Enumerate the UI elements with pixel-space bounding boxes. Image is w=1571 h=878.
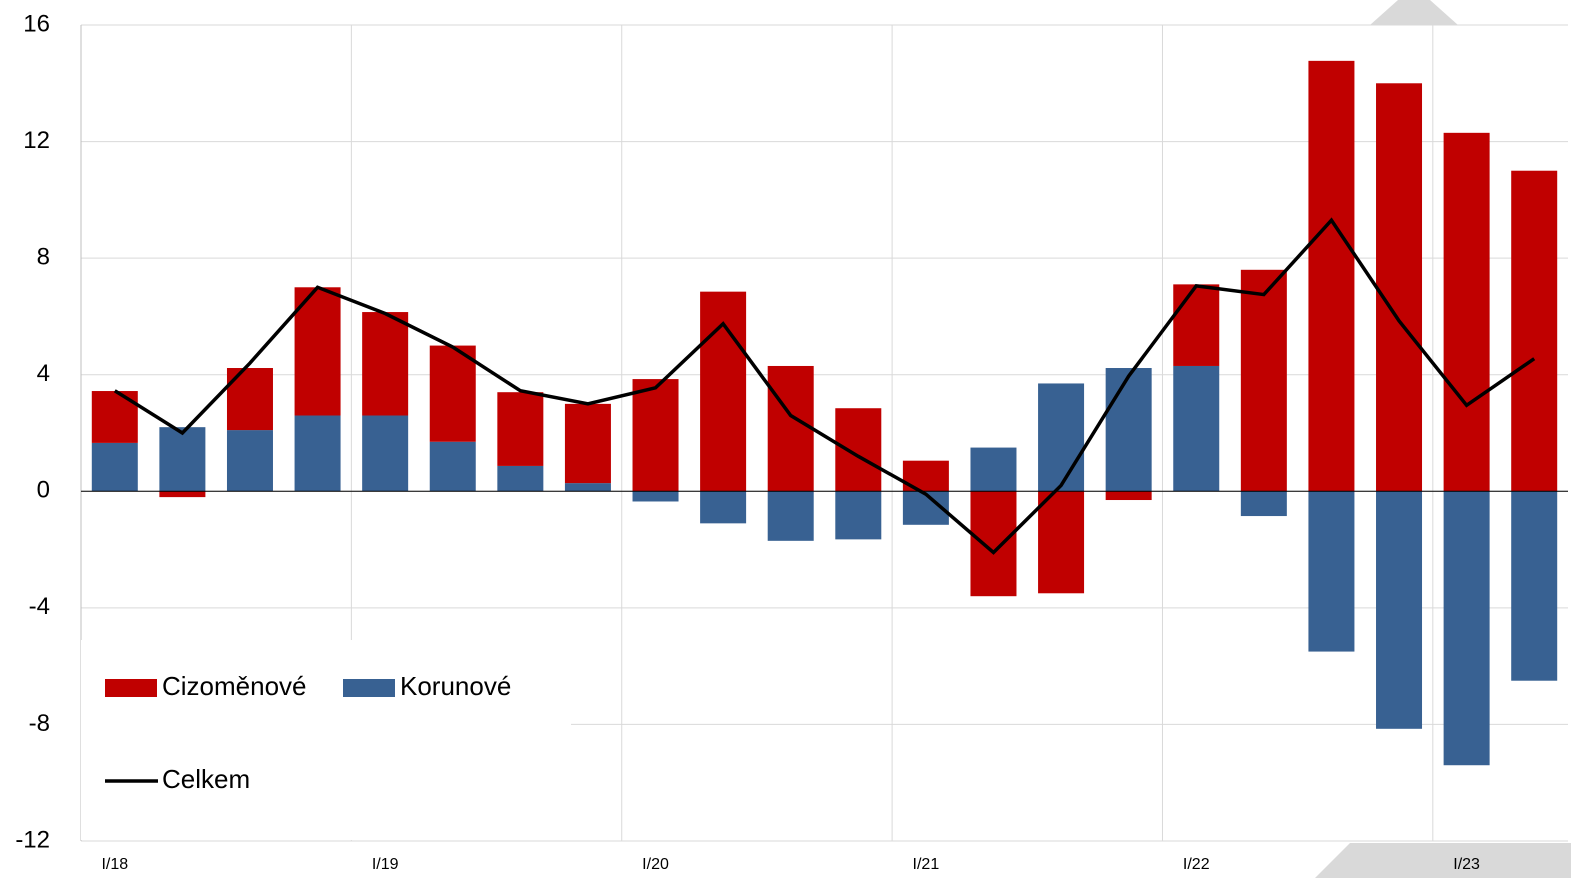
bar: [429, 441, 476, 492]
x-tick-label: I/21: [913, 856, 940, 873]
bar: [497, 392, 544, 466]
x-tick-label: I/22: [1183, 856, 1210, 873]
bar: [1376, 491, 1423, 729]
bar: [767, 365, 814, 492]
bar: [91, 442, 138, 492]
bar: [767, 491, 814, 541]
bar: [1443, 491, 1490, 766]
y-tick-label: -8: [29, 710, 50, 737]
bar: [564, 483, 611, 492]
y-tick-label: 8: [37, 243, 50, 270]
bar: [1511, 170, 1558, 492]
y-tick-label: -12: [15, 826, 50, 853]
bar: [564, 403, 611, 484]
bar: [835, 491, 882, 540]
y-tick-label: 4: [37, 360, 50, 387]
y-tick-label: -4: [29, 593, 50, 620]
bar: [1443, 132, 1490, 492]
bar: [970, 447, 1017, 492]
bar: [1240, 269, 1287, 492]
x-tick-label: I/20: [642, 856, 669, 873]
decoration: [1315, 843, 1571, 878]
bar: [970, 491, 1017, 597]
legend-label: Celkem: [162, 764, 250, 794]
bar: [700, 491, 747, 524]
bar: [294, 287, 341, 416]
marks: [81, 60, 1568, 766]
y-tick-label: 0: [37, 477, 50, 504]
bar: [159, 491, 206, 498]
legend-swatch: [343, 679, 395, 697]
bar: [1173, 365, 1220, 492]
legend-label: Cizoměnové: [162, 671, 307, 701]
bar: [226, 430, 273, 492]
bar: [1105, 491, 1152, 501]
legend-swatch: [105, 679, 157, 697]
x-tick-label: I/19: [372, 856, 399, 873]
bar: [497, 465, 544, 492]
bar: [1038, 491, 1085, 594]
bar: [294, 415, 341, 492]
bar: [429, 345, 476, 442]
line: [113, 217, 1536, 555]
x-tick-label: I/23: [1453, 856, 1480, 873]
bar: [1308, 491, 1355, 652]
bar: [1105, 368, 1152, 492]
legend-box: [81, 640, 571, 840]
bar: [1240, 491, 1287, 517]
bar: [362, 312, 409, 416]
bar: [1038, 383, 1085, 492]
legend: Cizoměnové Korunové Celkem: [81, 640, 571, 840]
y-tick-label: 16: [23, 10, 50, 37]
bar: [632, 379, 679, 492]
bar: [159, 427, 206, 492]
decoration: [1370, 0, 1458, 25]
bar: [1308, 60, 1355, 492]
bar: [1173, 284, 1220, 366]
bar: [1511, 491, 1558, 681]
bar: [362, 415, 409, 492]
legend-label: Korunové: [400, 671, 511, 701]
bar: [632, 491, 679, 502]
bar: [835, 408, 882, 492]
y-tick-label: 12: [23, 127, 50, 154]
bar: [1376, 83, 1423, 492]
x-tick-label: I/18: [101, 856, 128, 873]
